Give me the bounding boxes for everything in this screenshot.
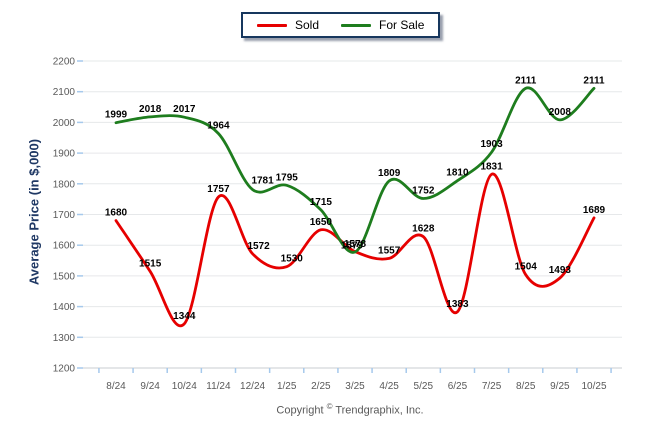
y-tick-label: 1900 [53,149,76,160]
x-tick-label: 2/25 [311,381,331,392]
x-tick-label: 9/25 [550,381,570,392]
y-tick-label: 1800 [53,179,76,190]
data-label-sold: 1493 [549,265,572,276]
legend-label-sold: Sold [295,18,320,32]
data-label-sold: 1504 [515,262,538,273]
data-label-sold: 1530 [281,254,304,265]
y-tick-label: 1600 [53,241,76,252]
x-tick-label: 3/25 [345,381,365,392]
data-label-for-sale: 2017 [173,104,196,115]
data-label-for-sale: 2008 [549,107,572,118]
y-tick-label: 1700 [53,210,76,221]
data-label-sold: 1572 [247,241,270,252]
legend-item-sold: Sold [257,19,319,31]
x-tick-label: 5/25 [414,381,434,392]
series-line-sold [114,172,596,328]
y-tick-label: 2100 [53,87,76,98]
data-label-sold: 1831 [480,161,503,172]
data-label-for-sale: 2018 [139,104,162,115]
data-label-for-sale: 1999 [105,110,128,121]
copyright-symbol: © [326,402,333,411]
data-label-for-sale: 1715 [310,197,333,208]
data-label-sold: 1757 [207,184,230,195]
data-label-sold: 1344 [173,311,196,322]
for-sale-line-swatch [341,23,372,27]
x-tick-label: 12/24 [240,381,265,392]
data-label-for-sale: 2111 [583,75,605,86]
data-label-for-sale: 1795 [276,172,299,183]
data-label-sold: 1383 [446,299,469,310]
data-label-sold: 1650 [310,217,333,228]
y-tick-label: 1400 [53,302,76,313]
x-tick-label: 9/24 [140,381,160,392]
copyright-prefix: Copyright [276,404,324,417]
sold-line-swatch [257,23,287,27]
data-label-sold: 1628 [412,224,435,235]
data-label-for-sale: 2111 [515,75,537,86]
x-tick-label: 6/25 [448,381,468,392]
data-label-sold: 1680 [105,208,128,219]
legend-label-for-sale: For Sale [379,18,425,32]
data-label-sold: 1515 [139,258,162,269]
data-label-sold: 1689 [583,205,606,216]
x-tick-label: 8/24 [106,381,126,392]
x-tick-label: 8/25 [516,381,536,392]
y-tick-label: 1200 [53,364,76,375]
y-tick-label: 1300 [53,333,76,344]
copyright-suffix: Trendgraphix, Inc. [335,404,424,417]
x-tick-label: 4/25 [379,381,399,392]
data-label-sold: 1579 [341,241,364,252]
data-label-for-sale: 1578 [344,239,367,250]
data-label-for-sale: 1809 [378,168,401,179]
y-tick-label: 2200 [53,57,76,68]
data-label-for-sale: 1964 [207,120,230,131]
data-label-for-sale: 1752 [412,186,435,197]
x-tick-label: 11/24 [206,381,231,392]
x-tick-label: 1/25 [277,381,297,392]
data-label-for-sale: 1810 [446,168,469,179]
y-tick-label: 1500 [53,271,76,282]
x-tick-label: 7/25 [482,381,502,392]
data-label-sold: 1557 [378,245,401,256]
legend-item-for-sale: For Sale [341,19,424,31]
data-label-for-sale: 1781 [251,176,274,187]
series-line-for-sale [114,86,596,254]
data-label-for-sale: 1903 [480,139,503,150]
copyright-text: Copyright © Trendgraphix, Inc. [78,402,622,417]
x-tick-label: 10/25 [581,381,606,392]
x-tick-label: 10/24 [172,381,197,392]
y-tick-label: 2000 [53,118,76,129]
legend: Sold For Sale [241,12,441,38]
